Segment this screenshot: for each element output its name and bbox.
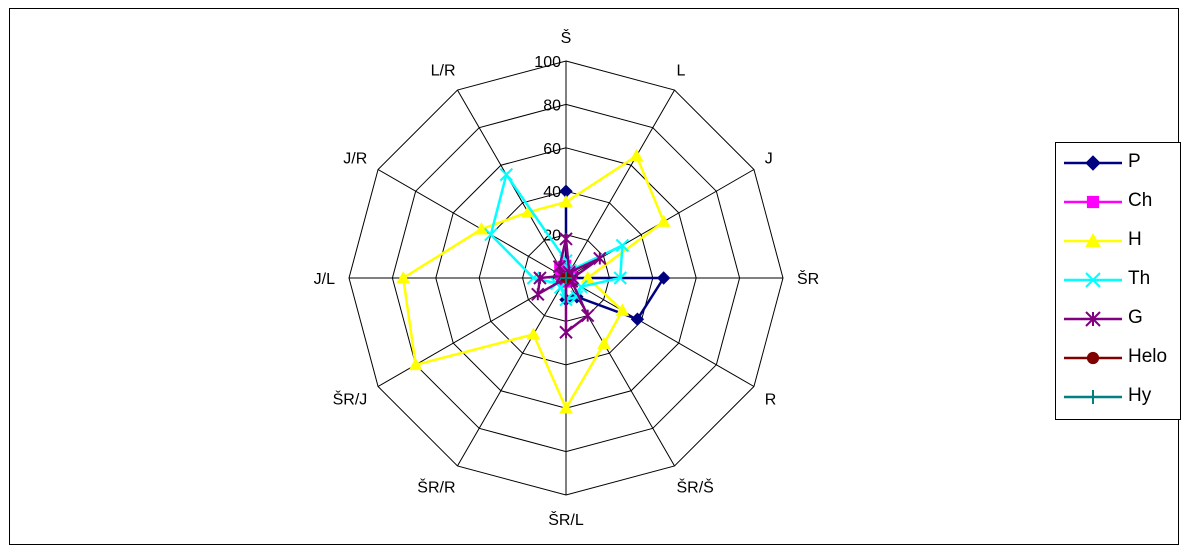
- point-g-6: [559, 325, 573, 339]
- point-h-5: [597, 336, 611, 350]
- category-labels: Š L J ŠR R ŠR/Š ŠR/L ŠR/R ŠR/J J/L J/R L/R: [314, 28, 820, 529]
- category-label-5: ŠR/Š: [677, 478, 714, 497]
- point-h-2: [656, 214, 671, 227]
- category-label-11: L/R: [431, 62, 456, 79]
- legend-label-p: P: [1128, 151, 1141, 172]
- point-g-9: [533, 271, 547, 285]
- category-label-8: ŠR/J: [333, 390, 368, 409]
- spoke-4: [565, 277, 755, 387]
- legend-marker-ch: [1064, 195, 1122, 209]
- tick-label-80: 80: [543, 97, 561, 114]
- point-p-4: [630, 312, 645, 326]
- legend-label-helo: Helo: [1128, 346, 1168, 367]
- point-th-10: [484, 227, 498, 242]
- point-p-3: [656, 271, 671, 285]
- tick-label-20: 20: [543, 228, 561, 245]
- legend-marker-g: [1064, 311, 1122, 327]
- series-h: [396, 148, 671, 414]
- point-h-1: [629, 148, 644, 162]
- legend-marker-h: [1064, 232, 1122, 248]
- tick-label-60: 60: [543, 141, 561, 158]
- point-g-0: [559, 232, 573, 246]
- legend-item-hy: Hy: [1056, 377, 1180, 417]
- point-th-2: [615, 238, 630, 253]
- tick-label-40: 40: [543, 184, 561, 201]
- series-hy: [560, 272, 572, 284]
- legend: P Ch H Th G Helo Hy: [1055, 142, 1181, 420]
- legend-item-th: Th: [1056, 260, 1180, 300]
- legend-label-ch: Ch: [1128, 190, 1153, 211]
- category-label-10: J/R: [343, 151, 367, 168]
- point-h-0: [559, 195, 573, 208]
- point-h-9: [396, 270, 411, 284]
- point-h-7: [526, 327, 541, 340]
- point-h-6: [559, 401, 573, 414]
- legend-marker-p: [1064, 155, 1122, 171]
- legend-symbol-helo: [1086, 351, 1100, 365]
- point-th-9: [526, 271, 541, 285]
- legend-symbol-p: [1085, 155, 1101, 171]
- category-label-3: ŠR: [797, 269, 819, 288]
- category-label-6: ŠR/L: [548, 510, 584, 529]
- legend-label-h: H: [1128, 229, 1142, 250]
- point-g-2: [593, 251, 607, 266]
- point-g-8: [531, 287, 545, 301]
- category-label-9: J/L: [314, 271, 335, 288]
- legend-marker-hy: [1064, 390, 1122, 404]
- legend-symbol-h: [1085, 232, 1101, 248]
- legend-marker-helo: [1064, 351, 1122, 365]
- point-h-8: [408, 357, 423, 371]
- spoke-7: [457, 277, 567, 467]
- category-label-2: J: [765, 151, 773, 168]
- legend-item-p: P: [1056, 143, 1180, 183]
- legend-label-hy: Hy: [1128, 385, 1152, 406]
- category-label-4: R: [765, 392, 777, 409]
- legend-symbol-g: [1085, 311, 1101, 327]
- spoke-1: [565, 89, 675, 279]
- legend-item-helo: Helo: [1056, 338, 1180, 378]
- legend-label-g: G: [1128, 307, 1143, 328]
- legend-item-g: G: [1056, 299, 1180, 339]
- point-h-10: [474, 222, 489, 235]
- category-label-7: ŠR/R: [417, 478, 455, 497]
- point-th-3: [613, 271, 627, 285]
- tick-labels: 020406080100: [534, 54, 561, 288]
- legend-item-h: H: [1056, 221, 1180, 261]
- point-h-4: [615, 303, 630, 316]
- legend-item-ch: Ch: [1056, 182, 1180, 222]
- legend-symbol-th: [1085, 272, 1101, 288]
- legend-symbol-ch: [1086, 195, 1100, 209]
- legend-label-th: Th: [1128, 268, 1151, 289]
- chart-frame: [9, 8, 1179, 545]
- legend-symbol-hy: [1086, 390, 1100, 404]
- category-label-1: L: [677, 62, 686, 79]
- point-g-5: [580, 308, 595, 323]
- tick-label-100: 100: [534, 54, 561, 71]
- point-g-11: [552, 260, 567, 274]
- spoke-10: [377, 169, 567, 279]
- category-label-0: Š: [561, 28, 572, 47]
- point-th-11: [499, 167, 514, 182]
- point-h-3: [580, 270, 595, 284]
- legend-marker-th: [1064, 272, 1122, 288]
- point-hy-11: [560, 272, 572, 284]
